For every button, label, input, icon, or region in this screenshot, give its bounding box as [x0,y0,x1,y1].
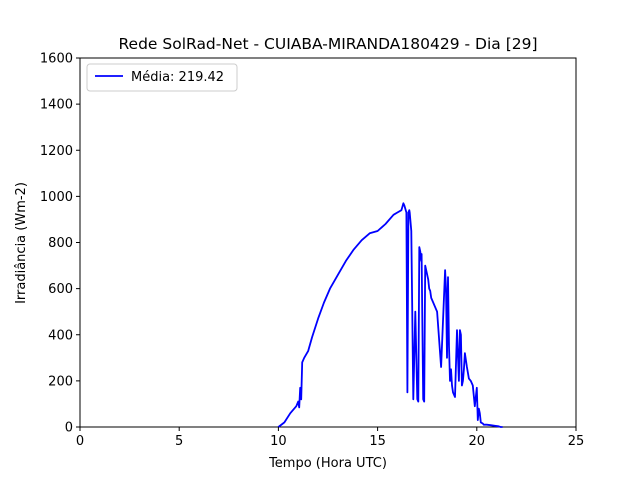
x-tick-label: 10 [270,434,287,449]
legend-box [86,63,238,92]
plot-frame [79,57,577,428]
y-tick-label: 800 [48,236,73,251]
y-tick-label: 1200 [40,144,73,159]
x-tick-label: 25 [568,434,585,449]
series-line-0 [277,202,503,428]
legend-label: Média: 219.42 [131,70,224,85]
x-tick-label: 0 [76,434,84,449]
chart-title: Rede SolRad-Net - CUIABA-MIRANDA180429 -… [118,35,537,53]
y-tick-label: 1600 [40,52,73,67]
y-tick-label: 1400 [40,98,73,113]
y-tick-label: 400 [48,328,73,343]
y-tick-label: 0 [65,421,73,436]
plot-area [79,57,577,428]
y-axis: 0 200 400 600 800 1000 1200 1400 1600 [40,52,80,436]
legend: Média: 219.42 [86,63,238,92]
y-tick-label: 1000 [40,190,73,205]
x-tick-label: 15 [369,434,386,449]
y-tick-label: 600 [48,282,73,297]
x-tick-label: 5 [175,434,183,449]
x-tick-label: 20 [469,434,486,449]
y-axis-label: Irradiância (Wm-2) [14,182,29,304]
x-axis: 0 5 10 15 20 25 [76,427,584,449]
x-axis-label: Tempo (Hora UTC) [268,456,387,471]
y-tick-label: 200 [48,374,73,389]
series-layer [277,202,503,428]
